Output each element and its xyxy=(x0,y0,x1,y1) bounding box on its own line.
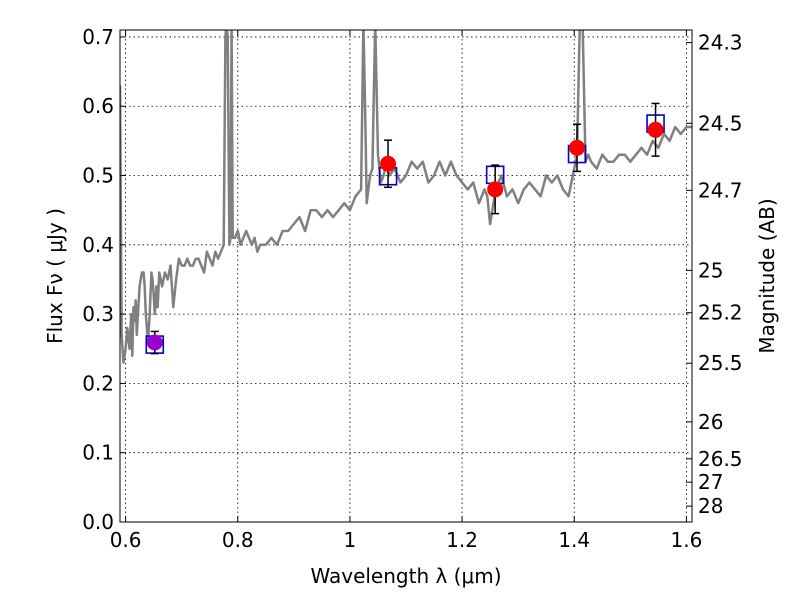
y-tick-label: 0.2 xyxy=(82,371,114,395)
mag-tick-label: 26.5 xyxy=(698,447,743,471)
mag-tick-label: 24.3 xyxy=(698,31,743,55)
observed-point xyxy=(569,139,586,156)
plot-background xyxy=(120,30,692,522)
right-axis-label: Magnitude (AB) xyxy=(755,198,779,353)
y-tick-label: 0.5 xyxy=(82,164,114,188)
y-tick-label: 0.6 xyxy=(82,94,114,118)
x-tick-label: 1.4 xyxy=(558,528,590,552)
mag-tick-label: 27 xyxy=(698,470,723,494)
mag-tick-label: 25.5 xyxy=(698,351,743,375)
mag-tick-label: 25 xyxy=(698,258,723,282)
y-tick-label: 0.7 xyxy=(82,25,114,49)
mag-tick-label: 24.7 xyxy=(698,178,743,202)
y-tick-label: 0.3 xyxy=(82,302,114,326)
x-axis-label: Wavelength λ (μm) xyxy=(310,564,501,588)
observed-point xyxy=(487,181,504,198)
mag-tick-label: 28 xyxy=(698,494,723,518)
y-tick-label: 0.1 xyxy=(82,441,114,465)
mag-tick-label: 26 xyxy=(698,410,723,434)
x-tick-label: 1.2 xyxy=(446,528,478,552)
mag-tick-label: 24.5 xyxy=(698,111,743,135)
axes: 0.6 0.8 1 1.2 1.4 1.6 0.0 0.1 0.2 0.3 0.4 0.5 0.6 0.7… xyxy=(82,25,742,552)
plot-frame xyxy=(119,29,693,523)
observed-point xyxy=(647,121,664,138)
chart-marks xyxy=(120,30,692,364)
x-tick-label: 0.6 xyxy=(110,528,142,552)
y-tick-label: 0.0 xyxy=(82,510,114,534)
x-tick-label: 0.8 xyxy=(222,528,254,552)
y-axis-label: Flux Fν ( μJy ) xyxy=(43,208,67,344)
observed-point xyxy=(146,334,163,351)
mag-tick-label: 25.2 xyxy=(698,301,743,325)
model-spectrum-line xyxy=(120,30,692,364)
y-tick-label: 0.4 xyxy=(82,233,114,257)
x-tick-label: 1 xyxy=(344,528,357,552)
observed-point xyxy=(380,155,397,172)
x-tick-label: 1.6 xyxy=(670,528,702,552)
